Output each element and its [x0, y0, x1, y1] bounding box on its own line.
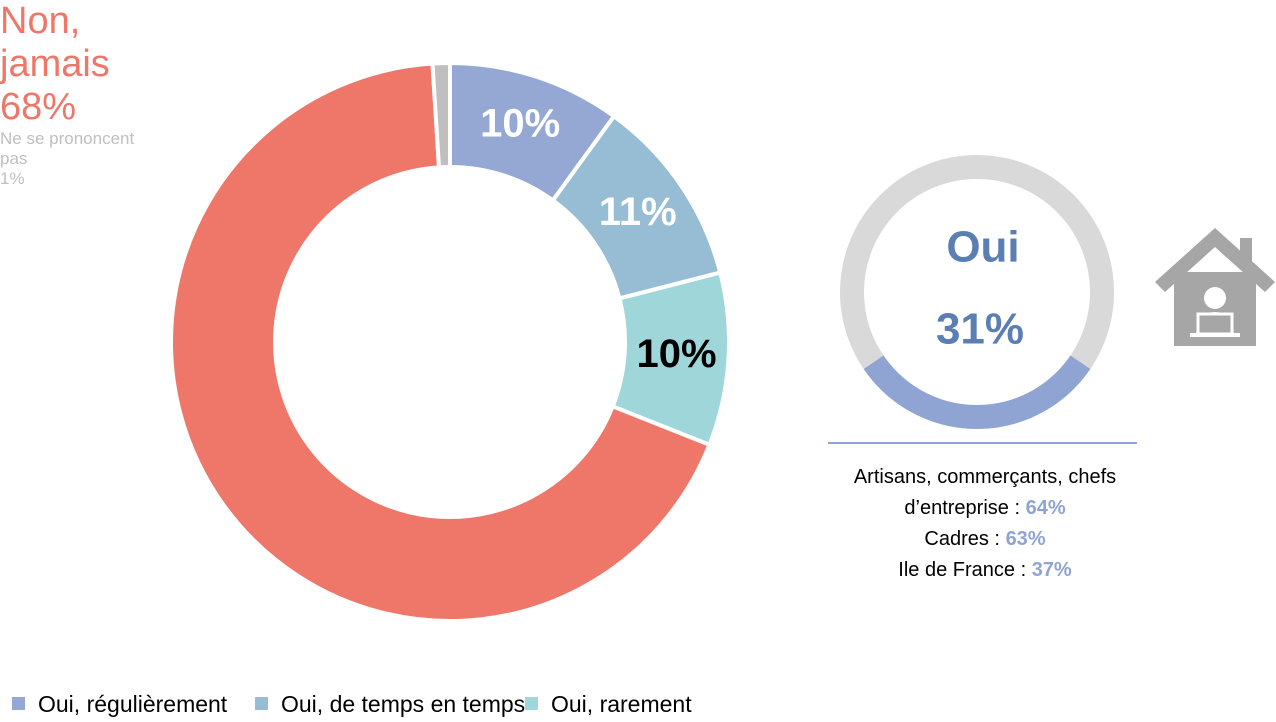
- outside-label: Ne se prononcent pas 1%: [0, 129, 140, 189]
- donut-slice: [169, 61, 713, 623]
- breakdown-label: Artisans, commerçants, chefs d’entrepris…: [853, 466, 1117, 519]
- breakdown-row: Cadres : 63%: [800, 524, 1170, 555]
- breakdown-value: 64%: [1025, 497, 1066, 519]
- gauge-title: Oui: [946, 223, 1019, 272]
- house-icon: [1155, 228, 1275, 346]
- legend-swatch: [525, 697, 538, 710]
- breakdown-label: Ile de France :: [898, 559, 1027, 581]
- legend-swatch: [255, 697, 268, 710]
- legend-label: Oui, de temps en temps: [281, 691, 525, 717]
- gauge-value: 31%: [936, 305, 1024, 354]
- legend-label: Oui, régulièrement: [38, 691, 228, 717]
- donut-slice: [430, 60, 452, 170]
- slice-label: 11%: [599, 190, 677, 234]
- outside-label: Non, jamais 68%: [0, 0, 140, 129]
- slice-label: 10%: [480, 102, 560, 146]
- breakdown-value: 37%: [1031, 559, 1072, 581]
- outside-label-value: 68%: [0, 86, 77, 128]
- breakdown: Artisans, commerçants, chefs d’entrepris…: [800, 462, 1170, 586]
- breakdown-row: Artisans, commerçants, chefs d’entrepris…: [800, 462, 1170, 524]
- breakdown-label: Cadres :: [924, 528, 1000, 550]
- legend-label: Oui, rarement: [551, 691, 692, 717]
- outside-label-name: Ne se prononcent pas: [0, 129, 135, 168]
- gauge-arc: [863, 355, 1091, 429]
- outside-label-value: 1%: [0, 169, 25, 188]
- outside-label-name: Non, jamais: [0, 0, 110, 85]
- legend-swatch: [12, 697, 25, 710]
- slice-label: 10%: [637, 332, 717, 376]
- breakdown-value: 63%: [1005, 528, 1046, 550]
- breakdown-row: Ile de France : 37%: [800, 555, 1170, 586]
